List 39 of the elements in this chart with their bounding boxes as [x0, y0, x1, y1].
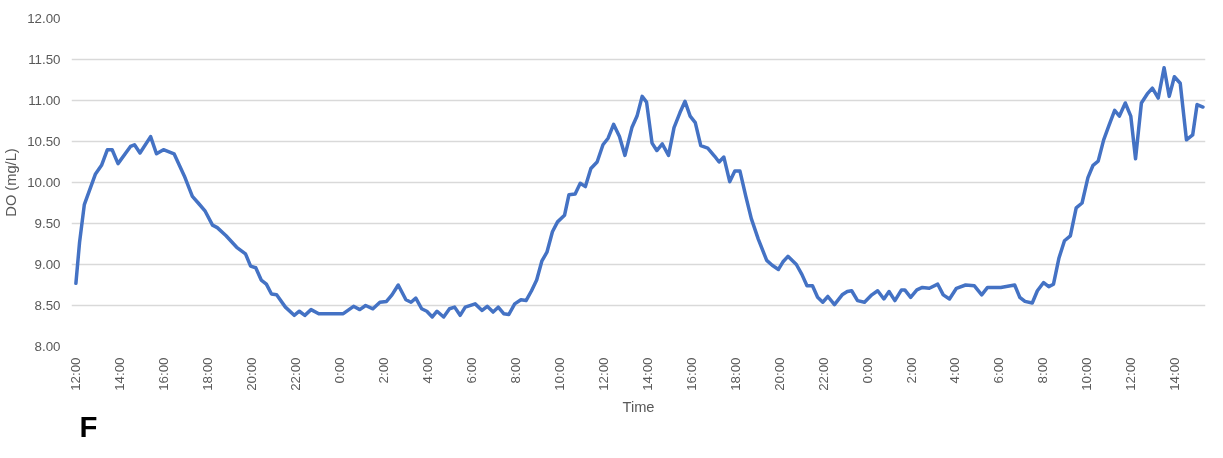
- y-tick-label: 8.00: [34, 339, 61, 354]
- y-tick-label: 11.50: [28, 52, 61, 67]
- x-tick-label: 4:00: [947, 357, 963, 384]
- y-tick-label: 9.00: [34, 257, 61, 272]
- text: F: [79, 409, 98, 443]
- x-tick-label: 20:00: [771, 357, 787, 391]
- y-tick-label: 8.50: [34, 298, 61, 313]
- y-tick-label: 12.00: [27, 11, 61, 26]
- y-tick-label: 11.00: [28, 93, 61, 108]
- y-axis-title: DO (mg/L): [3, 148, 20, 217]
- x-tick-label: 10:00: [1079, 357, 1095, 391]
- y-tick-label: 10.00: [27, 175, 61, 190]
- x-tick-label: 8:00: [507, 357, 523, 384]
- x-tick-label: 14:00: [1167, 357, 1183, 391]
- line-series: [74, 65, 1205, 319]
- x-tick-label: 12:00: [68, 357, 84, 391]
- x-tick-label: 22:00: [815, 357, 831, 391]
- x-tick-label: 4:00: [420, 357, 436, 384]
- x-tick-label: 18:00: [727, 357, 743, 391]
- x-tick-label: 14:00: [112, 357, 128, 391]
- y-tick-label: 9.50: [34, 216, 61, 231]
- y-tick-label: 10.50: [27, 134, 61, 149]
- x-tick-label: 12:00: [1123, 357, 1139, 391]
- x-tick-label: 6:00: [991, 357, 1007, 384]
- x-tick-label: 2:00: [376, 357, 392, 384]
- x-tick-label: 0:00: [859, 357, 875, 384]
- x-tick-label: 16:00: [683, 357, 699, 391]
- x-tick-label: 22:00: [288, 357, 304, 391]
- x-tick-label: 14:00: [639, 357, 655, 391]
- x-tick-label: 12:00: [595, 357, 611, 391]
- x-tick-label: 18:00: [200, 357, 216, 391]
- x-tick-label: 10:00: [551, 357, 567, 391]
- x-tick-label: 20:00: [244, 357, 260, 391]
- x-tick-label: 2:00: [903, 357, 919, 384]
- x-tick-label: 0:00: [332, 357, 348, 384]
- x-axis-title: Time: [622, 398, 655, 415]
- x-tick-label: 16:00: [156, 357, 172, 391]
- x-tick-label: 8:00: [1035, 357, 1051, 384]
- x-tick-label: 6:00: [463, 357, 479, 384]
